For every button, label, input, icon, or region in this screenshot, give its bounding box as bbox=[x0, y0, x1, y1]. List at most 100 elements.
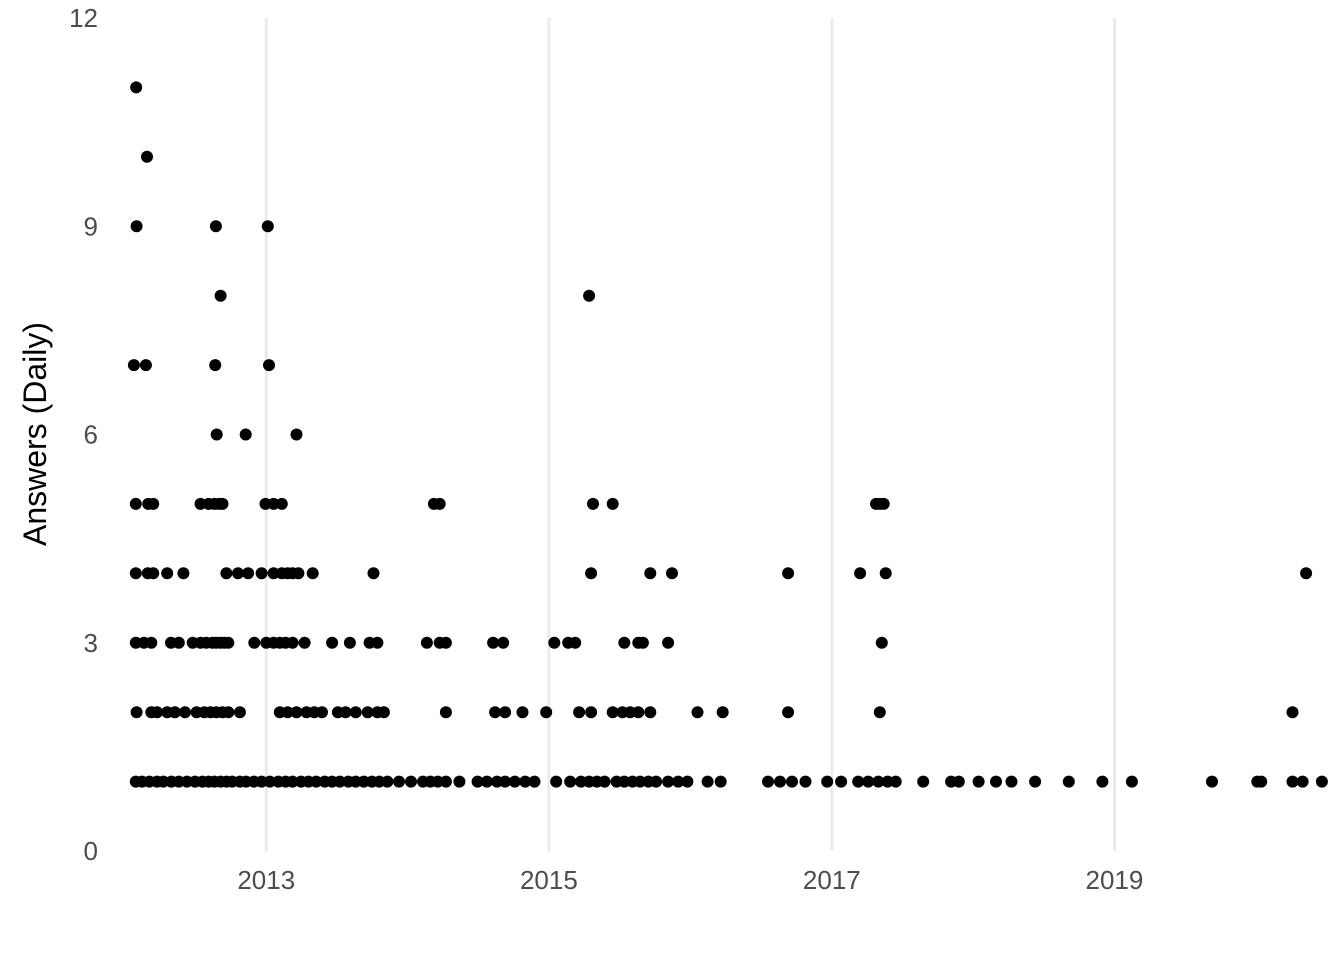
data-point bbox=[782, 567, 795, 580]
data-point bbox=[233, 706, 246, 719]
data-point bbox=[129, 567, 142, 580]
data-point bbox=[326, 636, 339, 649]
data-point bbox=[168, 706, 181, 719]
data-point bbox=[519, 775, 532, 788]
data-point bbox=[267, 497, 280, 510]
data-point bbox=[634, 775, 647, 788]
data-point bbox=[799, 775, 812, 788]
data-point bbox=[281, 706, 294, 719]
data-point bbox=[606, 706, 619, 719]
data-point bbox=[316, 706, 328, 719]
data-point bbox=[583, 289, 596, 302]
data-point bbox=[130, 220, 143, 233]
data-point bbox=[290, 706, 303, 719]
data-point bbox=[439, 706, 452, 719]
data-point bbox=[349, 706, 362, 719]
data-point bbox=[1300, 567, 1313, 580]
data-point bbox=[439, 775, 452, 788]
data-point bbox=[151, 706, 164, 719]
data-point bbox=[618, 775, 631, 788]
data-point bbox=[261, 220, 274, 233]
data-point bbox=[255, 775, 268, 788]
data-point bbox=[216, 497, 229, 510]
data-point bbox=[666, 567, 678, 580]
data-point bbox=[147, 567, 160, 580]
data-point bbox=[172, 636, 185, 649]
data-point bbox=[361, 706, 374, 719]
data-point bbox=[130, 706, 143, 719]
data-point bbox=[540, 706, 553, 719]
x-tick-label: 2019 bbox=[1086, 865, 1144, 895]
data-point bbox=[714, 775, 727, 788]
data-point bbox=[573, 706, 586, 719]
data-point bbox=[453, 775, 466, 788]
data-point bbox=[1286, 706, 1299, 719]
data-point bbox=[585, 567, 598, 580]
data-point bbox=[420, 636, 433, 649]
data-point bbox=[889, 775, 902, 788]
data-point bbox=[286, 775, 299, 788]
data-point bbox=[127, 359, 140, 372]
y-axis-ticks: 0 3 6 9 12 bbox=[69, 3, 98, 866]
data-point bbox=[879, 567, 892, 580]
data-point bbox=[298, 636, 311, 649]
y-tick-label: 3 bbox=[84, 628, 98, 658]
data-point bbox=[873, 706, 886, 719]
data-point bbox=[209, 220, 222, 233]
data-point bbox=[762, 775, 774, 788]
data-point bbox=[564, 775, 577, 788]
data-point bbox=[209, 359, 222, 372]
data-point bbox=[952, 775, 965, 788]
data-point bbox=[662, 775, 675, 788]
data-point bbox=[179, 706, 191, 719]
data-point bbox=[1296, 775, 1309, 788]
data-point bbox=[1029, 775, 1042, 788]
data-point bbox=[662, 636, 675, 649]
data-point bbox=[644, 706, 657, 719]
data-point bbox=[1255, 775, 1268, 788]
data-point bbox=[990, 775, 1002, 788]
data-point bbox=[433, 497, 446, 510]
data-point bbox=[786, 775, 798, 788]
data-point bbox=[393, 775, 405, 788]
data-point bbox=[1206, 775, 1218, 788]
data-point bbox=[489, 706, 502, 719]
data-point bbox=[220, 567, 233, 580]
data-point bbox=[598, 775, 611, 788]
data-point bbox=[1286, 775, 1299, 788]
data-point bbox=[821, 775, 834, 788]
data-point bbox=[139, 359, 152, 372]
data-point bbox=[141, 150, 153, 163]
data-point bbox=[471, 775, 484, 788]
data-points bbox=[127, 81, 1328, 788]
data-point bbox=[550, 775, 563, 788]
data-point bbox=[862, 775, 875, 788]
data-point bbox=[548, 636, 561, 649]
x-tick-label: 2015 bbox=[520, 865, 578, 895]
data-point bbox=[917, 775, 930, 788]
data-point bbox=[239, 428, 252, 441]
data-point bbox=[508, 775, 521, 788]
data-point bbox=[222, 706, 235, 719]
data-point bbox=[290, 428, 303, 441]
data-point bbox=[480, 775, 493, 788]
data-point bbox=[1125, 775, 1138, 788]
x-tick-label: 2017 bbox=[803, 865, 861, 895]
data-point bbox=[263, 359, 275, 372]
x-tick-label: 2013 bbox=[237, 865, 295, 895]
y-tick-label: 12 bbox=[69, 3, 98, 33]
data-point bbox=[606, 497, 619, 510]
data-point bbox=[210, 428, 223, 441]
data-point bbox=[339, 706, 352, 719]
data-point bbox=[499, 775, 512, 788]
data-point bbox=[716, 706, 729, 719]
data-point bbox=[644, 567, 657, 580]
data-point bbox=[618, 636, 631, 649]
data-point bbox=[439, 636, 452, 649]
data-point bbox=[569, 636, 582, 649]
data-point bbox=[333, 775, 346, 788]
data-point bbox=[587, 497, 599, 510]
data-point bbox=[129, 497, 142, 510]
